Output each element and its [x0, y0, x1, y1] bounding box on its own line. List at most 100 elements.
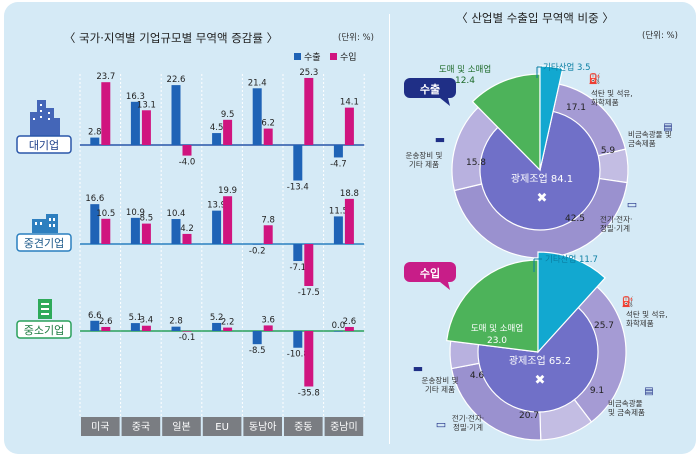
export-bar [212, 322, 222, 331]
elec-label-2: 정밀·기계 [600, 223, 630, 233]
import-bar [141, 325, 151, 331]
import-bar-value: 18.8 [340, 189, 359, 199]
legend-import-label: 수입 [340, 51, 357, 63]
bar-chart-area: 2.8 23.7 16.313.1 22.6 -4.0 4.5 9.5 21.4 6.2 -13.… [79, 68, 365, 418]
import-bar [263, 225, 273, 244]
import-bar-value: 2.6 [99, 317, 113, 327]
metal-label-2: 및 금속제품 [608, 407, 645, 417]
retail-label: 도매 및 소매업 [439, 64, 491, 75]
chem-label-2: 화학제품 [591, 97, 619, 107]
other-industry-label: 기타산업 3.5 [543, 62, 591, 73]
transport-label-2: 기타 제품 [409, 160, 439, 169]
import-bar-value: 3.4 [140, 316, 154, 326]
export-bar [293, 145, 303, 181]
import-bar [263, 325, 273, 331]
import-bar [304, 331, 314, 387]
category-label: EU [215, 422, 229, 433]
right-unit: (단위: %) [642, 30, 678, 41]
chem-label-2: 화학제품 [626, 318, 654, 328]
export-bar [212, 133, 222, 145]
retail-value: 23.0 [487, 336, 507, 346]
chem-label: 석탄 및 석유, [591, 88, 633, 98]
category-cell [162, 417, 201, 436]
import-donut: 광제조업 65.2 ✖ 도매 및 소매업 23.0 기타산업 11.7 석탄 및 석유,화… [413, 251, 668, 441]
import-bar-value: 3.6 [261, 315, 275, 325]
oil-icon: ⛽ [589, 72, 601, 85]
right-title: 〈 산업별 수출입 무역액 비중 〉 [456, 11, 614, 25]
import-bar [304, 244, 314, 286]
export-bar [90, 137, 100, 145]
export-bar-value: 10.9 [126, 208, 145, 218]
chem-label: 석탄 및 석유, [626, 309, 668, 319]
elec-label: 전기·전자· [600, 214, 632, 224]
center-label: 광제조업 84.1 [511, 172, 573, 185]
row-label-mid: 중견기업 [24, 237, 64, 250]
import-bar-value: 6.2 [261, 119, 275, 129]
export-bar-value: -4.7 [330, 159, 347, 169]
import-bar-value: 9.5 [221, 110, 235, 120]
category-cell [81, 417, 120, 436]
export-bar-value: 16.6 [85, 194, 104, 204]
small-company-icon [38, 299, 52, 319]
left-unit: (단위: %) [338, 32, 374, 43]
steel-icon: ▤ [644, 386, 653, 397]
export-bar [212, 210, 222, 244]
category-footer: 미국 중국 일본 EU 동남아 중동 중남미 [81, 417, 364, 436]
metal-value: 5.9 [601, 146, 616, 156]
import-bar [344, 107, 354, 145]
export-bar-value: 2.8 [169, 317, 183, 327]
import-bar [141, 110, 151, 145]
import-bar-value: 23.7 [96, 72, 115, 82]
export-bar-value: -7.1 [290, 263, 307, 273]
category-label: 미국 [91, 421, 109, 433]
export-badge: 수출 [404, 78, 456, 106]
export-bar [171, 85, 181, 145]
retail-label: 도매 및 소매업 [471, 323, 523, 334]
import-bar-value: 4.2 [180, 224, 194, 234]
export-bar [252, 331, 262, 345]
import-bar [344, 198, 354, 244]
export-bar-value: 5.2 [210, 313, 224, 323]
import-bar [263, 128, 273, 145]
export-bar [333, 331, 343, 332]
category-label: 중국 [132, 421, 150, 433]
export-bar-value: 21.4 [248, 78, 267, 88]
export-bar-value: 11.5 [329, 206, 348, 216]
large-company-icon [30, 100, 60, 136]
metal-value: 9.1 [590, 386, 604, 396]
import-bar-value: -17.5 [298, 288, 320, 298]
retail-value: 12.4 [455, 76, 475, 86]
car-icon: ▬ [413, 362, 423, 375]
export-bar [293, 331, 303, 348]
other-industry-label: 기타산업 11.7 [545, 254, 598, 265]
center-label: 광제조업 65.2 [509, 354, 571, 367]
category-cell [324, 417, 364, 436]
export-bar-value: 2.8 [88, 128, 102, 138]
category-label: 중동 [294, 421, 312, 433]
import-bar-value: 2.6 [343, 317, 357, 327]
export-bar [130, 101, 140, 145]
import-bar-value: -0.1 [179, 333, 196, 343]
metal-label: 비금속광물 [608, 398, 643, 408]
category-cell [284, 417, 323, 436]
export-bar-value: 16.3 [126, 92, 145, 102]
import-bar-value: -35.8 [298, 388, 320, 398]
export-badge-label: 수출 [420, 82, 440, 96]
oil-icon: ⛽ [622, 295, 634, 308]
other-industry-slice [537, 251, 606, 354]
export-bar [90, 320, 100, 331]
elec-value: 20.7 [519, 411, 539, 421]
import-bar [101, 326, 111, 331]
import-bar [182, 145, 192, 156]
elec-label: 전기·전자· [452, 413, 484, 423]
legend-export-label: 수출 [304, 52, 321, 63]
mid-company-icon [32, 214, 58, 233]
import-bar [101, 218, 111, 244]
elec-value: 42.5 [565, 214, 585, 224]
category-cell [243, 417, 282, 436]
export-bar-value: 5.1 [129, 313, 143, 323]
export-bar-value: 10.4 [167, 209, 186, 219]
category-label: 동남아 [249, 421, 277, 433]
